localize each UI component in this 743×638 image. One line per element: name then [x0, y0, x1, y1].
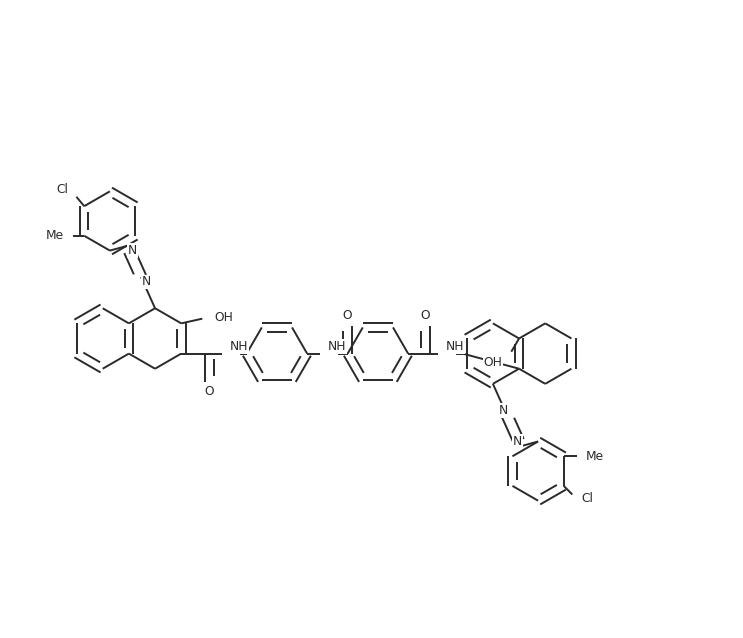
Text: Me: Me — [585, 450, 603, 463]
Text: NH: NH — [230, 340, 248, 353]
Text: O: O — [204, 385, 214, 398]
Text: N: N — [142, 275, 151, 288]
Text: Me: Me — [46, 229, 64, 242]
Text: OH: OH — [484, 356, 503, 369]
Text: Cl: Cl — [56, 182, 68, 195]
Text: NH: NH — [446, 340, 464, 353]
Text: Cl: Cl — [581, 492, 593, 505]
Text: O: O — [343, 309, 352, 322]
Text: OH: OH — [214, 311, 233, 323]
Text: N: N — [499, 404, 508, 417]
Text: N: N — [513, 435, 522, 448]
Text: NH: NH — [328, 340, 346, 353]
Text: N: N — [128, 244, 137, 257]
Text: O: O — [421, 309, 430, 322]
